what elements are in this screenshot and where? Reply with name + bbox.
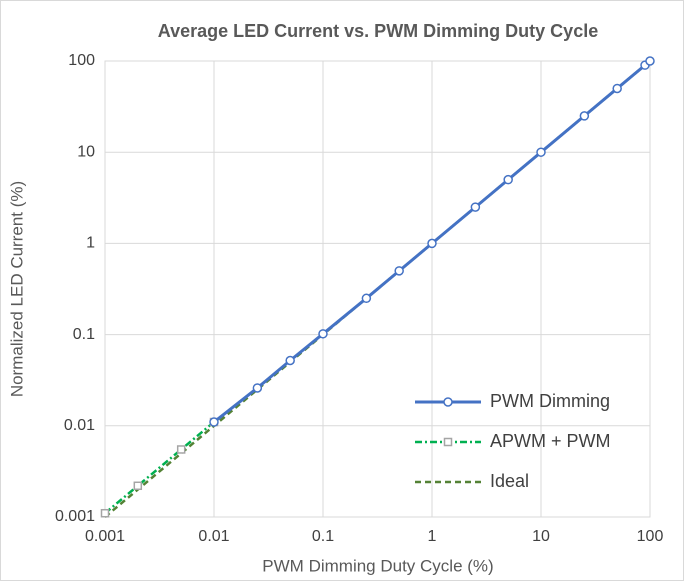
y-axis-label: Normalized LED Current (%) [7, 181, 26, 397]
marker [536, 147, 546, 157]
marker [100, 508, 110, 518]
legend-label: Ideal [490, 471, 529, 491]
legend-marker [443, 437, 453, 447]
marker [394, 266, 404, 276]
marker [285, 355, 295, 366]
x-tick-label: 100 [637, 528, 664, 545]
x-tick-label: 0.1 [312, 528, 334, 545]
legend-label: APWM + PWM [490, 431, 611, 451]
legend-marker [443, 397, 453, 407]
marker [318, 329, 328, 339]
x-tick-label: 0.01 [198, 528, 229, 545]
marker [612, 83, 622, 94]
y-tick-label: 0.001 [55, 508, 95, 525]
x-tick-label: 10 [532, 528, 550, 545]
y-tick-label: 10 [77, 143, 95, 160]
series-line [104, 421, 215, 515]
marker [579, 111, 590, 121]
y-tick-label: 0.01 [64, 417, 95, 434]
marker [252, 383, 263, 393]
marker [133, 481, 143, 491]
legend-label: PWM Dimming [490, 391, 610, 411]
x-tick-label: 1 [428, 528, 437, 545]
x-tick-label: 0.001 [85, 528, 125, 545]
plot-frame [104, 60, 651, 518]
y-tick-label: 100 [68, 52, 95, 69]
marker [176, 445, 186, 454]
y-tick-label: 1 [86, 235, 95, 252]
y-tick-label: 0.1 [73, 326, 95, 343]
x-axis-label: PWM Dimming Duty Cycle (%) [262, 556, 493, 575]
marker [645, 56, 655, 66]
marker [470, 202, 481, 212]
marker [361, 293, 372, 304]
series-line [213, 59, 651, 424]
chart-title: Average LED Current vs. PWM Dimming Duty… [158, 21, 598, 41]
marker [503, 174, 513, 185]
marker [209, 417, 219, 427]
marker [427, 238, 437, 249]
